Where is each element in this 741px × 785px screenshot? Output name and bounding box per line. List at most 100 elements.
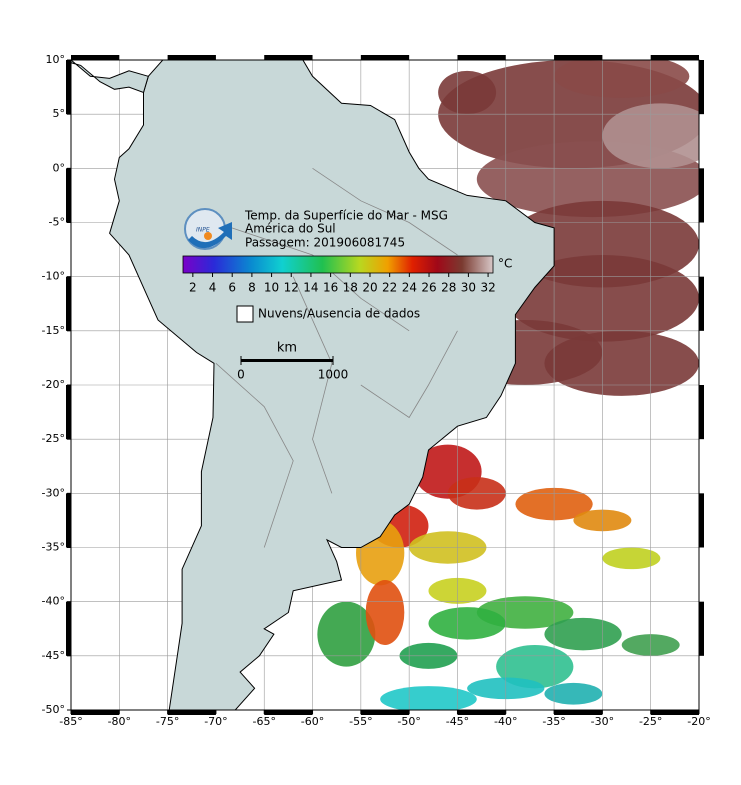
scale-bar: 0 1000 xyxy=(237,356,348,382)
colorbar-tick-label: 22 xyxy=(382,281,397,295)
colorbar xyxy=(182,255,494,274)
colorbar-tick-label: 14 xyxy=(303,281,318,295)
frame-segment xyxy=(66,168,71,223)
colorbar-tick-label: 2 xyxy=(189,281,197,295)
y-tick-label: -30° xyxy=(42,486,65,499)
title: Temp. da Superfície do Mar - MSG xyxy=(244,209,448,223)
frame-segment xyxy=(699,385,704,440)
colorbar-tick-label: 24 xyxy=(402,281,417,295)
central-america xyxy=(71,60,149,94)
colorbar-tick-label: 8 xyxy=(248,281,256,295)
frame-segment xyxy=(699,276,704,331)
frame-segment xyxy=(650,55,699,60)
frame-segment xyxy=(66,60,71,115)
x-tick-label: -30° xyxy=(591,715,614,728)
colorbar-tick-label: 16 xyxy=(323,281,338,295)
frame-segment xyxy=(554,710,603,715)
sst-patch xyxy=(554,60,690,98)
x-tick-label: -35° xyxy=(542,715,565,728)
frame-segment xyxy=(699,601,704,656)
sst-patch xyxy=(544,330,699,396)
colorbar-ticks: 2 4 6 8 10 12 14 16 18 20 22 24 26 28 30 32 xyxy=(189,273,496,295)
sst-patch xyxy=(438,70,497,115)
frame-segment xyxy=(457,55,506,60)
y-tick-label: 10° xyxy=(46,53,66,66)
logo-text: INPE xyxy=(196,227,210,234)
colorbar-tick-label: 20 xyxy=(362,281,377,295)
y-tick-label: -20° xyxy=(42,378,65,391)
frame xyxy=(66,55,704,715)
sst-patch xyxy=(544,617,622,651)
frame-segment xyxy=(360,710,410,715)
sst-patch xyxy=(365,580,405,645)
frame-segment xyxy=(66,385,71,440)
colorbar-tick-label: 4 xyxy=(209,281,217,295)
frame-segment xyxy=(167,55,216,60)
x-tick-label: -55° xyxy=(349,715,372,728)
frame-segment xyxy=(66,276,71,331)
legend-label: Nuvens/Ausencia de dados xyxy=(258,307,420,321)
x-tick-label: -85° xyxy=(59,715,82,728)
y-tick-label: -50° xyxy=(42,703,65,716)
x-tick-label: -40° xyxy=(494,715,517,728)
colorbar-tick-label: 30 xyxy=(461,281,476,295)
y-tick-label: -25° xyxy=(42,432,65,445)
title-block: INPE Temp. da Superfície do Mar - MSG Am… xyxy=(184,208,448,250)
legend-swatch xyxy=(236,305,254,323)
frame-segment xyxy=(650,710,699,715)
frame-segment xyxy=(699,168,704,223)
border-line xyxy=(312,168,458,256)
scale-tick-label: 1000 xyxy=(318,368,349,382)
x-tick-label: -45° xyxy=(446,715,469,728)
colorbar-tick-label: 10 xyxy=(264,281,279,295)
border-line xyxy=(215,222,410,332)
y-tick-label: -40° xyxy=(42,595,65,608)
colorbar-tick-label: 28 xyxy=(441,281,456,295)
y-tick-label: -10° xyxy=(42,270,65,283)
frame-segment xyxy=(699,493,704,548)
border-line xyxy=(292,276,333,494)
y-tick-label: -5° xyxy=(49,216,65,229)
colorbar-tick-label: 26 xyxy=(421,281,436,295)
frame-segment xyxy=(66,493,71,548)
x-tick-label: -50° xyxy=(397,715,420,728)
frame-segment xyxy=(71,710,120,715)
scale-unit: km xyxy=(277,341,297,356)
region: América do Sul xyxy=(245,222,336,236)
frame-segment xyxy=(66,601,71,656)
colorbar-tick-label: 18 xyxy=(343,281,358,295)
frame-segment xyxy=(360,55,410,60)
frame-segment xyxy=(699,60,704,115)
sst-patch xyxy=(544,682,603,705)
border-line xyxy=(215,363,294,548)
x-tick-label: -80° xyxy=(108,715,131,728)
x-tick-label: -70° xyxy=(204,715,227,728)
scale-bar-body xyxy=(241,359,333,362)
scale-tick-label: 0 xyxy=(237,368,245,382)
sst-patch xyxy=(428,607,506,640)
colorbar-tick-label: 12 xyxy=(284,281,299,295)
pass-time: Passagem: 201906081745 xyxy=(245,236,405,250)
sst-patch xyxy=(602,547,661,570)
logo-arrow xyxy=(188,222,232,249)
border-line xyxy=(360,330,458,419)
x-tick-label: -65° xyxy=(252,715,275,728)
x-tick-label: -75° xyxy=(156,715,179,728)
frame-segment xyxy=(71,55,120,60)
frame-segment xyxy=(554,55,603,60)
y-tick-label: -45° xyxy=(42,649,65,662)
y-tick-label: 5° xyxy=(53,107,66,120)
y-tick-label: -15° xyxy=(42,324,65,337)
x-tick-label: -60° xyxy=(301,715,324,728)
y-tick-label: 0° xyxy=(53,161,66,174)
frame-segment xyxy=(457,710,506,715)
colorbar-tick-label: 6 xyxy=(228,281,236,295)
frame-segment xyxy=(264,710,313,715)
colorbar-unit: °C xyxy=(498,257,512,271)
frame-segment xyxy=(264,55,313,60)
logo-sun xyxy=(204,232,212,240)
colorbar-tick-label: 32 xyxy=(480,281,495,295)
x-tick-label: -25° xyxy=(639,715,662,728)
